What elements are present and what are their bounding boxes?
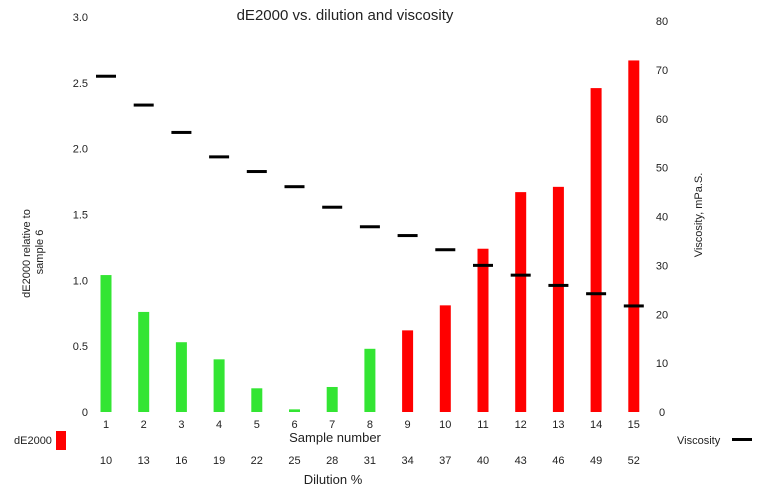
y-tick-label: 0.5 xyxy=(73,341,88,353)
bar xyxy=(439,305,451,412)
dilution-tick-label: 10 xyxy=(100,455,112,467)
viscosity-marker xyxy=(435,248,456,252)
bar xyxy=(402,330,414,412)
y2-tick-label: 70 xyxy=(656,65,668,77)
x2-axis-title: Dilution % xyxy=(304,472,363,487)
y2-tick-label: 50 xyxy=(656,163,668,175)
x-tick-label: 10 xyxy=(439,419,451,431)
bar xyxy=(515,192,527,412)
x-tick-label: 1 xyxy=(103,419,109,431)
dE2000-bars xyxy=(100,60,640,412)
bar xyxy=(251,388,263,412)
y2-axis-title: Viscosity, mPa.S. xyxy=(693,173,705,258)
y-tick-label: 2.5 xyxy=(73,78,88,90)
bar xyxy=(138,311,150,412)
viscosity-marker xyxy=(473,263,493,267)
viscosity-marker xyxy=(322,205,343,209)
chart-title: dE2000 vs. dilution and viscosity xyxy=(237,7,454,24)
y-tick-label: 1.0 xyxy=(73,275,88,287)
legend-viscosity-label: Viscosity xyxy=(677,435,721,447)
x-axis-ticks: 1 2 3 4 5 6 7 8 9 10 11 12 13 14 15 xyxy=(103,419,640,431)
legend-de2000-label: dE2000 xyxy=(14,435,52,447)
y-tick-label: 1.5 xyxy=(73,210,88,222)
bar xyxy=(552,186,564,412)
viscosity-marker xyxy=(397,234,418,238)
dilution-tick-label: 19 xyxy=(213,455,225,467)
y-axis-title: dE2000 relative to sample 6 xyxy=(21,206,46,298)
y2-tick-label: 60 xyxy=(656,114,668,126)
y2-tick-label: 30 xyxy=(656,260,668,272)
y-axis-title-line1: dE2000 relative to xyxy=(21,209,33,298)
viscosity-marker xyxy=(359,225,380,229)
bar xyxy=(364,348,376,412)
x-tick-label: 3 xyxy=(178,419,184,431)
dilution-tick-label: 31 xyxy=(364,455,376,467)
x-tick-label: 15 xyxy=(628,419,640,431)
bar xyxy=(175,342,187,412)
y2-tick-label: 20 xyxy=(656,309,668,321)
dilution-tick-label: 34 xyxy=(401,455,413,467)
viscosity-marker xyxy=(171,130,192,134)
dilution-tick-label: 49 xyxy=(590,455,602,467)
viscosity-marker xyxy=(246,170,267,174)
y-tick-label: 3.0 xyxy=(73,12,88,24)
legend-de2000-swatch xyxy=(56,431,66,450)
y2-tick-label: 10 xyxy=(656,358,668,370)
y-tick-label: 0 xyxy=(82,407,88,419)
bar xyxy=(628,60,640,412)
bar xyxy=(326,386,338,412)
bar xyxy=(477,248,489,412)
dilution-tick-label: 37 xyxy=(439,455,451,467)
dilution-tick-label: 52 xyxy=(628,455,640,467)
x-tick-label: 4 xyxy=(216,419,222,431)
x-tick-label: 14 xyxy=(590,419,602,431)
x-tick-label: 9 xyxy=(405,419,411,431)
viscosity-marker xyxy=(510,273,531,277)
y2-tick-label: 80 xyxy=(656,16,668,28)
y2-tick-label: 0 xyxy=(659,407,665,419)
dilution-tick-label: 16 xyxy=(175,455,187,467)
x-tick-label: 5 xyxy=(254,419,260,431)
viscosity-marker xyxy=(586,292,607,296)
y2-axis-ticks: 0 10 20 30 40 50 60 70 80 xyxy=(656,16,668,419)
dilution-tick-label: 28 xyxy=(326,455,338,467)
x-tick-label: 8 xyxy=(367,419,373,431)
bar xyxy=(213,359,225,412)
dilution-tick-label: 25 xyxy=(288,455,300,467)
viscosity-marker xyxy=(548,283,569,287)
bar xyxy=(100,275,112,412)
dilution-tick-label: 43 xyxy=(515,455,527,467)
bar xyxy=(289,409,300,412)
y2-tick-label: 40 xyxy=(656,212,668,224)
dilution-tick-label: 46 xyxy=(552,455,564,467)
legend-viscosity-swatch xyxy=(732,438,752,441)
x-tick-label: 12 xyxy=(515,419,527,431)
bar xyxy=(590,88,602,412)
dilution-ticks: 10 13 16 19 22 25 28 31 34 37 40 43 46 49 52 xyxy=(100,455,640,467)
x-tick-label: 13 xyxy=(552,419,564,431)
x-tick-label: 11 xyxy=(477,419,488,431)
dilution-tick-label: 40 xyxy=(477,455,489,467)
viscosity-markers xyxy=(96,74,644,308)
x-axis-title: Sample number xyxy=(289,430,381,445)
viscosity-marker xyxy=(209,155,230,159)
x-tick-label: 2 xyxy=(141,419,147,431)
y-tick-label: 2.0 xyxy=(73,144,88,156)
x-tick-label: 7 xyxy=(329,419,335,431)
x-tick-label: 6 xyxy=(291,419,297,431)
viscosity-marker xyxy=(96,74,116,78)
y-axis-ticks: 0 0.5 1.0 1.5 2.0 2.5 3.0 xyxy=(73,12,88,419)
dilution-tick-label: 13 xyxy=(138,455,150,467)
viscosity-marker xyxy=(623,304,644,308)
viscosity-marker xyxy=(284,185,305,189)
y-axis-title-line2: sample 6 xyxy=(34,230,46,275)
dilution-tick-label: 22 xyxy=(251,455,263,467)
viscosity-marker xyxy=(133,103,154,107)
